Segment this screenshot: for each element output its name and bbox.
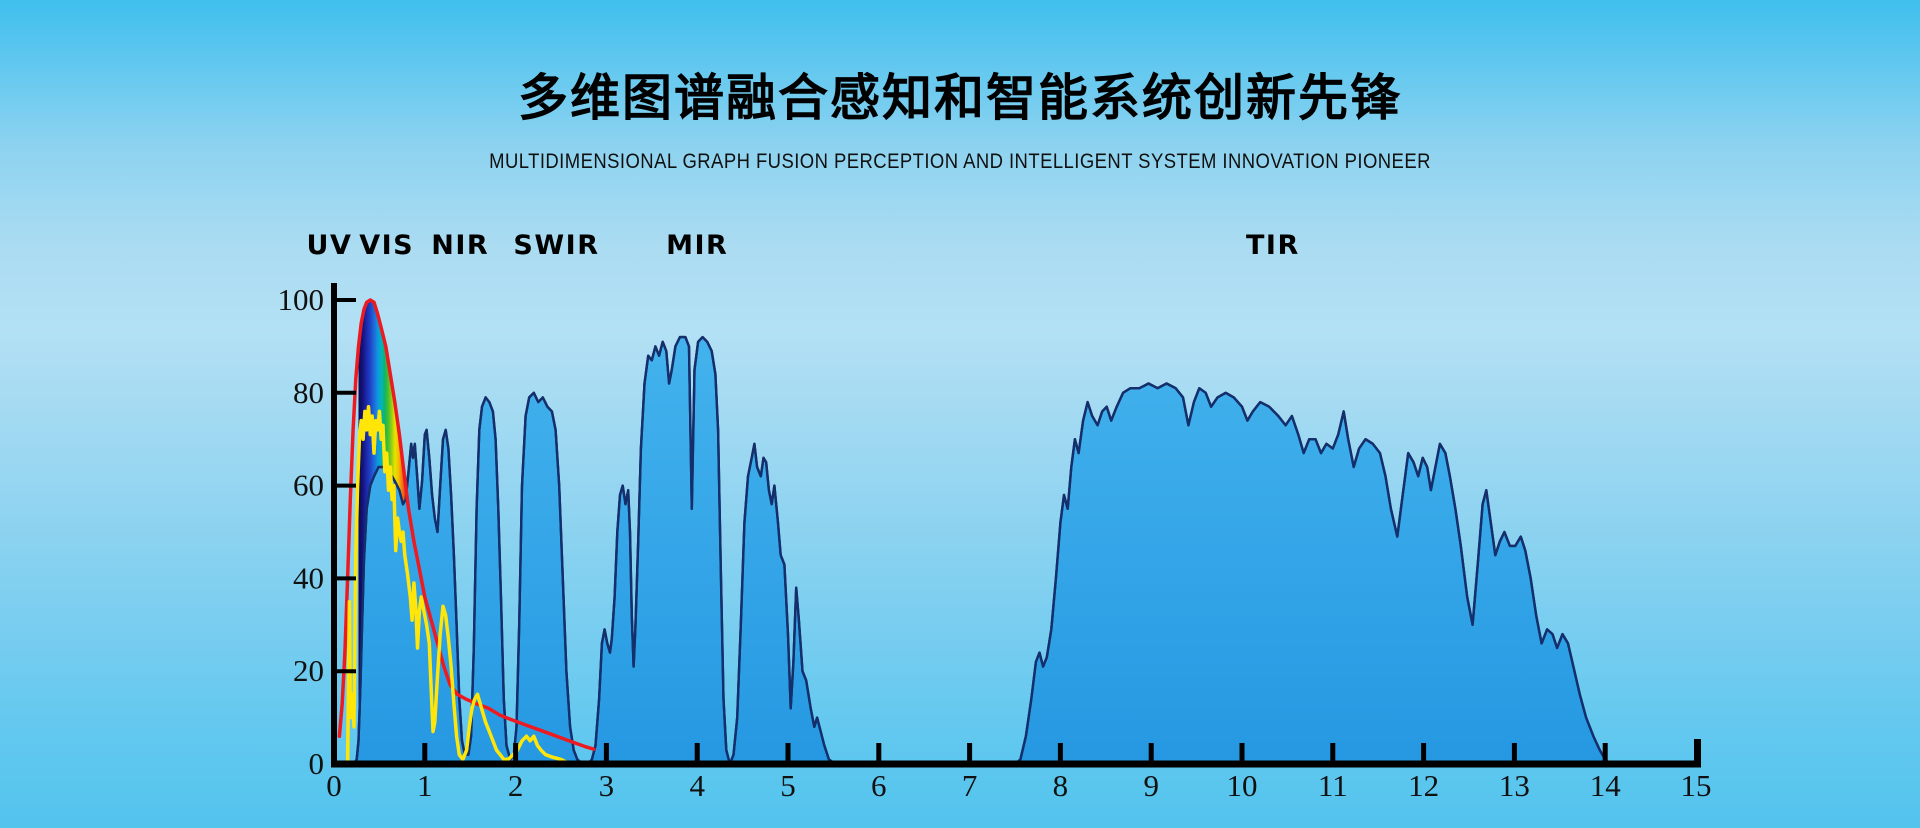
x-tick-label-14: 14 <box>1590 768 1622 803</box>
transmission-windows-outline <box>352 335 1611 766</box>
band-label-tir: TIR <box>1245 230 1300 261</box>
y-tick-label-60: 60 <box>293 468 324 503</box>
x-tick-label-7: 7 <box>962 768 978 803</box>
x-tick-label-4: 4 <box>689 768 705 803</box>
x-tick-label-12: 12 <box>1408 768 1439 803</box>
transmission-windows-area <box>352 335 1611 766</box>
y-tick-label-20: 20 <box>293 653 324 688</box>
axes <box>331 283 1701 768</box>
band-label-uv: UV <box>306 230 353 261</box>
band-label-nir: NIR <box>431 230 490 261</box>
x-tick-label-8: 8 <box>1053 768 1069 803</box>
ground-solar-curve <box>345 404 572 766</box>
x-tick-label-5: 5 <box>780 768 796 803</box>
x-tick-label-6: 6 <box>871 768 887 803</box>
y-tick-label-80: 80 <box>293 375 324 410</box>
page-title: 多维图谱融合感知和智能系统创新先锋 <box>518 69 1402 127</box>
x-tick-label-1: 1 <box>417 768 433 803</box>
x-tick-label-9: 9 <box>1143 768 1159 803</box>
x-tick-label-3: 3 <box>599 768 615 803</box>
solar-envelope-curve <box>337 298 596 751</box>
x-tick-label-10: 10 <box>1227 768 1258 803</box>
x-tick-label-2: 2 <box>508 768 524 803</box>
y-tick-label-40: 40 <box>293 560 324 595</box>
x-tick-label-0: 0 <box>326 768 342 803</box>
x-tick-label-15: 15 <box>1681 768 1712 803</box>
y-tick-label-100: 100 <box>278 282 325 317</box>
band-label-mir: MIR <box>666 230 729 261</box>
x-tick-label-13: 13 <box>1499 768 1530 803</box>
page-subtitle: MULTIDIMENSIONAL GRAPH FUSION PERCEPTION… <box>489 150 1431 173</box>
x-tick-label-11: 11 <box>1318 768 1348 803</box>
y-tick-label-0: 0 <box>309 746 325 781</box>
band-label-swir: SWIR <box>513 230 600 261</box>
band-label-vis: VIS <box>359 230 415 261</box>
